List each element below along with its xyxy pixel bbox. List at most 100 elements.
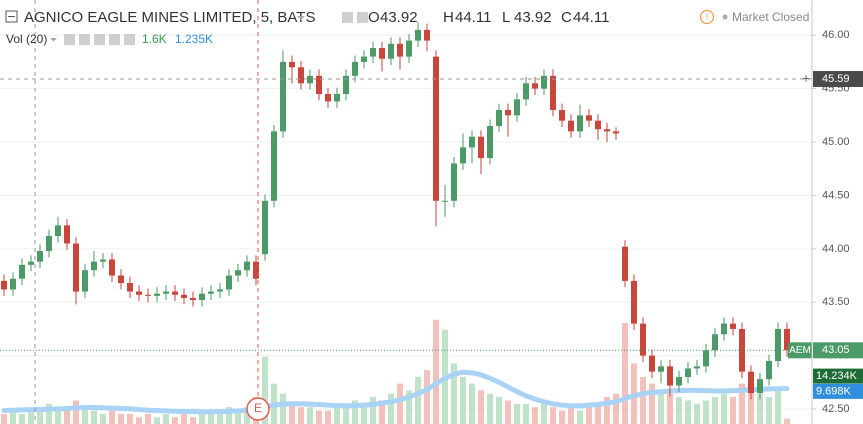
symbol-label: AEM xyxy=(789,345,811,356)
candle-body xyxy=(685,368,691,378)
candle-body xyxy=(361,56,367,62)
event-label: E xyxy=(254,401,262,415)
candle-body xyxy=(37,250,43,262)
volume-icon[interactable] xyxy=(124,34,135,45)
volume-bar xyxy=(613,393,619,424)
volume-bar xyxy=(370,397,376,424)
candle-body xyxy=(325,93,331,102)
event-marker[interactable] xyxy=(246,397,270,421)
volume-bar xyxy=(289,403,295,424)
volume-bar xyxy=(559,410,565,424)
candle-body xyxy=(388,43,394,59)
volume-bar xyxy=(766,397,772,424)
status-dot xyxy=(722,14,728,20)
candle-body xyxy=(433,56,439,201)
crosshair-tag xyxy=(813,71,863,88)
volume-bar xyxy=(496,397,502,424)
candle-body xyxy=(118,275,124,284)
volume-bar xyxy=(478,390,484,424)
candle-body xyxy=(667,366,673,386)
volume-dropdown[interactable] xyxy=(50,38,57,42)
candle-body xyxy=(334,93,340,102)
volume-bar xyxy=(163,413,169,424)
candle-body xyxy=(721,323,727,335)
header: AGNICO EAGLE MINES LIMITED, 5, BATS ! Ma… xyxy=(5,9,809,46)
candle-body xyxy=(568,120,574,132)
candle-body xyxy=(19,264,25,279)
settings-icon[interactable] xyxy=(342,12,353,23)
volume-bar xyxy=(622,323,628,424)
candle-body xyxy=(559,110,565,121)
volume-bar xyxy=(19,413,25,424)
volume-icon[interactable] xyxy=(94,34,105,45)
candle-body xyxy=(496,110,502,127)
candle-body xyxy=(487,126,493,159)
candle-body xyxy=(172,291,178,295)
candle-body xyxy=(586,115,592,121)
y-tick-label: 44.00 xyxy=(822,243,850,255)
volume-bar xyxy=(217,410,223,424)
volume-bar xyxy=(730,397,736,424)
volume-bar xyxy=(28,407,34,424)
y-tick-label: 42.50 xyxy=(822,403,850,415)
volume-bar xyxy=(586,407,592,424)
volume-bar xyxy=(64,410,70,424)
volume-bar xyxy=(181,413,187,424)
candle-body xyxy=(298,67,304,84)
plot-area xyxy=(0,22,812,424)
candle-body xyxy=(91,261,97,271)
candle-body xyxy=(280,61,286,132)
candle-body xyxy=(154,293,160,296)
dropdown-icon[interactable] xyxy=(297,16,305,20)
volume-bar xyxy=(595,403,601,424)
candle-body xyxy=(550,75,556,111)
volume-bar xyxy=(172,417,178,424)
volume-bar xyxy=(109,410,115,424)
volume-bar xyxy=(721,393,727,424)
readout-name: O xyxy=(368,9,380,26)
volume-icon[interactable] xyxy=(109,34,120,45)
volume-readout: 1.6K xyxy=(142,32,167,46)
volume-bar xyxy=(433,319,439,424)
volume-bar xyxy=(325,410,331,424)
volume-bar xyxy=(136,417,142,424)
volume-bar xyxy=(55,407,61,424)
candle-body xyxy=(64,225,70,244)
volume-bar xyxy=(649,383,655,424)
volume-bar xyxy=(397,383,403,424)
candle-body xyxy=(145,294,151,296)
candle-body xyxy=(1,280,7,290)
readout-name: C xyxy=(561,9,572,26)
volume-bar xyxy=(343,403,349,424)
candle-body xyxy=(595,120,601,130)
candle-body xyxy=(649,355,655,372)
candle-body xyxy=(577,115,583,132)
candle-body xyxy=(613,131,619,134)
volume-bar xyxy=(307,407,313,424)
readout-name: L xyxy=(502,9,510,26)
volume-bar xyxy=(748,376,754,424)
candle-body xyxy=(514,99,520,116)
volume-bar xyxy=(784,418,790,424)
candle-body xyxy=(658,366,664,372)
volume-icon[interactable] xyxy=(79,34,90,45)
volume-bar xyxy=(775,390,781,424)
volume-bar xyxy=(694,403,700,424)
volume-bar xyxy=(550,407,556,424)
volume-bar xyxy=(739,383,745,424)
hide-icon[interactable] xyxy=(357,12,368,23)
volume-icon[interactable] xyxy=(64,34,75,45)
volume-bar xyxy=(703,400,709,424)
candle-body xyxy=(136,291,142,295)
candle-body xyxy=(622,246,628,281)
volume-scale-label: 14.234K xyxy=(816,370,858,382)
volume-bar xyxy=(541,403,547,424)
candle-body xyxy=(523,83,529,100)
candle-body xyxy=(208,291,214,294)
collapse-icon[interactable] xyxy=(5,10,18,23)
volume-bar xyxy=(226,407,232,424)
candle-body xyxy=(352,61,358,76)
candle-body xyxy=(163,291,169,294)
volume-bar xyxy=(568,407,574,424)
